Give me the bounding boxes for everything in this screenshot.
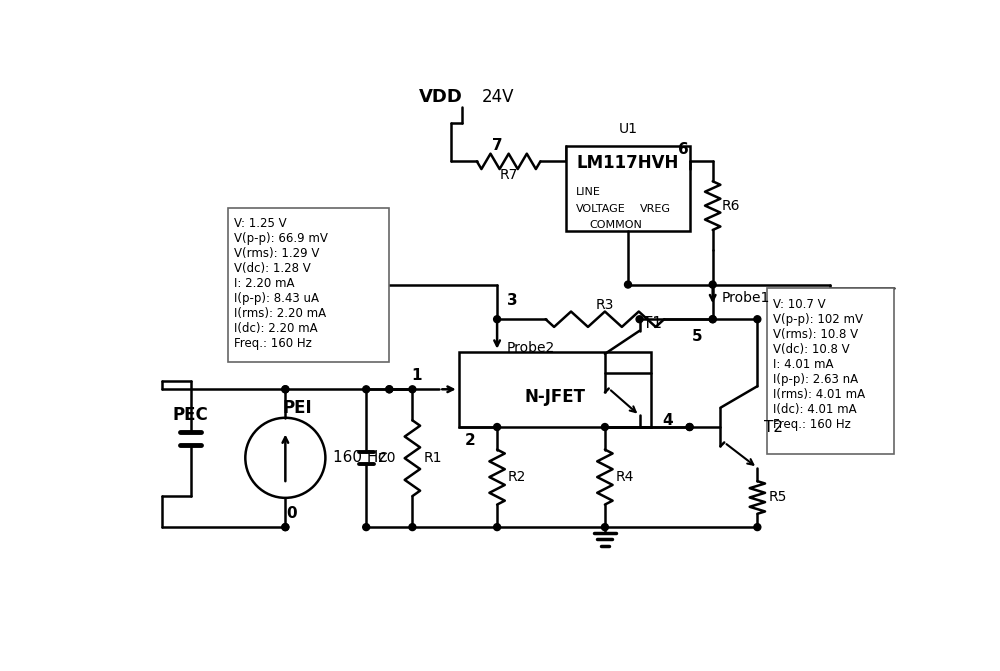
Text: T2: T2 (764, 419, 783, 435)
Text: R2: R2 (508, 470, 526, 484)
Text: 1: 1 (411, 368, 422, 383)
Circle shape (409, 523, 416, 531)
Circle shape (282, 386, 289, 393)
Circle shape (601, 523, 608, 531)
Text: R3: R3 (596, 299, 614, 313)
Circle shape (686, 423, 693, 431)
Text: R1: R1 (423, 451, 442, 465)
Text: T1: T1 (643, 315, 662, 331)
Text: Probe2: Probe2 (506, 341, 555, 355)
Text: U1: U1 (618, 122, 638, 136)
Circle shape (494, 423, 501, 431)
Text: 2: 2 (465, 433, 476, 448)
Text: LINE: LINE (576, 187, 601, 197)
Text: 6: 6 (678, 142, 689, 156)
Text: VDD: VDD (419, 89, 462, 107)
Text: V: 10.7 V
V(p-p): 102 mV
V(rms): 10.8 V
V(dc): 10.8 V
I: 4.01 mA
I(p-p): 2.63 nA: V: 10.7 V V(p-p): 102 mV V(rms): 10.8 V … (773, 298, 865, 431)
Text: R4: R4 (616, 470, 634, 484)
Text: Probe1: Probe1 (722, 291, 770, 305)
Text: 24V: 24V (482, 89, 514, 107)
Text: 160 Hz: 160 Hz (333, 450, 386, 465)
Text: PEI: PEI (282, 399, 312, 417)
Text: 5: 5 (692, 329, 703, 344)
Circle shape (386, 386, 393, 393)
Circle shape (686, 423, 693, 431)
Circle shape (636, 316, 643, 323)
Text: VOLTAGE: VOLTAGE (576, 204, 625, 214)
Circle shape (363, 523, 370, 531)
Circle shape (601, 423, 608, 431)
Text: R6: R6 (722, 199, 740, 213)
Text: PEC: PEC (173, 407, 209, 425)
Text: V: 1.25 V
V(p-p): 66.9 mV
V(rms): 1.29 V
V(dc): 1.28 V
I: 2.20 mA
I(p-p): 8.43 u: V: 1.25 V V(p-p): 66.9 mV V(rms): 1.29 V… (234, 217, 328, 350)
Circle shape (709, 316, 716, 323)
Bar (459, 352, 651, 427)
Text: 0: 0 (286, 506, 297, 521)
Text: R5: R5 (768, 491, 787, 505)
Circle shape (494, 316, 501, 323)
Circle shape (494, 523, 501, 531)
Circle shape (625, 281, 631, 288)
Circle shape (709, 281, 716, 288)
Text: N-JFET: N-JFET (524, 388, 585, 406)
Text: C0: C0 (377, 451, 395, 465)
Circle shape (754, 523, 761, 531)
Circle shape (282, 523, 289, 531)
Circle shape (363, 386, 370, 393)
Text: VREG: VREG (640, 204, 671, 214)
Circle shape (409, 386, 416, 393)
Bar (566, 146, 690, 231)
Bar (228, 207, 389, 362)
Text: R7: R7 (499, 168, 518, 183)
Text: 7: 7 (492, 138, 502, 154)
Text: LM117HVH: LM117HVH (577, 154, 679, 172)
Circle shape (282, 523, 289, 531)
Text: 4: 4 (663, 413, 673, 428)
Circle shape (386, 386, 393, 393)
Circle shape (282, 386, 289, 393)
Circle shape (709, 316, 716, 323)
Circle shape (754, 316, 761, 323)
Bar (767, 289, 894, 454)
Text: COMMON: COMMON (590, 219, 642, 229)
Text: 3: 3 (507, 293, 518, 308)
